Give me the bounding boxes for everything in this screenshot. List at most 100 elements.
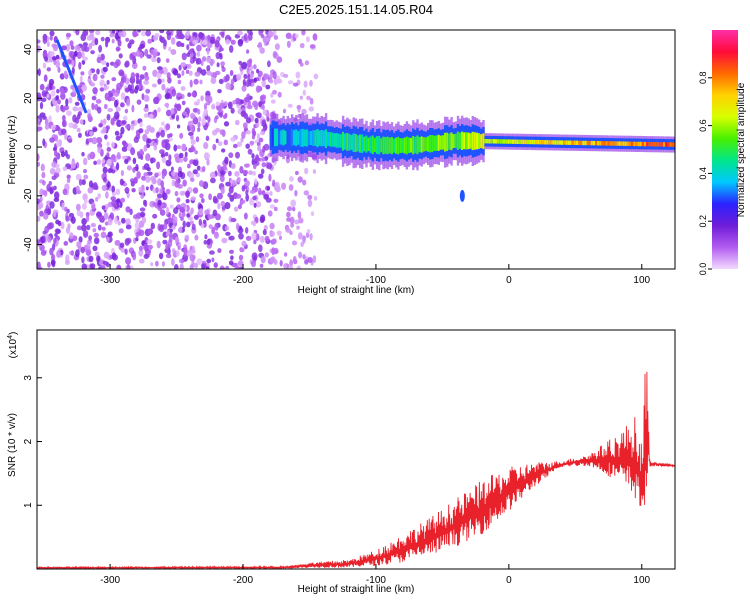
noise-cell [126, 165, 132, 171]
noise-cell [39, 188, 44, 196]
spectrogram-x-axis: -300 -200 -100 0 100 [100, 264, 651, 286]
signal-core [660, 142, 664, 147]
noise-cell [116, 162, 120, 171]
noise-cell [89, 32, 95, 38]
noise-cell [142, 65, 147, 71]
noise-cell [207, 214, 213, 220]
noise-cell [184, 151, 188, 158]
noise-cell [225, 39, 231, 45]
noise-cell [142, 133, 148, 142]
noise-cell [177, 170, 183, 178]
noise-cell [254, 102, 259, 111]
noise-cell [220, 200, 226, 207]
signal-core [316, 129, 319, 148]
noise-cell [82, 56, 88, 61]
noise-cell [90, 82, 96, 87]
noise-cell [241, 61, 248, 70]
noise-cell [245, 193, 249, 202]
noise-cell [76, 51, 82, 59]
signal-core [314, 130, 317, 146]
noise-cell [244, 212, 248, 220]
noise-cell [266, 162, 273, 170]
noise-cell [177, 245, 181, 250]
noise-cell [124, 142, 129, 148]
noise-cell [48, 115, 52, 122]
noise-cell [144, 199, 148, 208]
noise-cell [254, 178, 258, 185]
signal-core [605, 141, 608, 146]
y-tick-label: 20 [23, 92, 34, 104]
noise-cell [176, 41, 182, 47]
noise-cell [167, 77, 172, 84]
noise-cell [303, 80, 308, 88]
noise-cell [120, 102, 125, 108]
noise-cell [125, 224, 132, 230]
signal-core [529, 139, 532, 145]
noise-cell [114, 99, 118, 108]
noise-cell [192, 107, 199, 113]
noise-cell [272, 71, 277, 79]
noise-cell [253, 77, 257, 83]
noise-cell [114, 239, 121, 246]
signal-core [352, 133, 355, 152]
noise-cell [220, 170, 226, 175]
noise-cell [101, 162, 105, 167]
noise-cell [63, 241, 69, 246]
noise-cell [99, 87, 105, 92]
noise-cell [182, 220, 186, 229]
signal-core [578, 140, 581, 146]
noise-cell [95, 30, 101, 36]
colorbar-tick-label: 0.4 [698, 167, 708, 180]
noise-cell [235, 151, 240, 159]
noise-cell [228, 170, 232, 177]
noise-cell [216, 192, 223, 200]
noise-cell [120, 197, 126, 203]
noise-cell [102, 166, 108, 174]
signal-core [648, 141, 651, 147]
noise-cell [309, 44, 316, 49]
noise-cell [170, 49, 177, 55]
noise-cell [166, 206, 169, 215]
signal-core [303, 129, 306, 147]
noise-cell [292, 206, 296, 212]
noise-cell [139, 121, 143, 128]
blob [459, 189, 465, 202]
noise-cell [230, 217, 237, 223]
noise-cell [37, 153, 40, 162]
noise-cell [96, 159, 102, 165]
noise-cell [202, 39, 208, 46]
spectrogram-x-label: Height of straight line (km) [298, 285, 415, 296]
noise-cell [143, 80, 150, 85]
noise-cell [269, 191, 273, 196]
noise-cell [302, 254, 306, 260]
noise-cell [156, 193, 163, 199]
signal-core [607, 141, 611, 146]
signal-core [509, 139, 513, 144]
noise-cell [161, 173, 165, 180]
noise-cell [39, 112, 46, 118]
noise-cell [233, 206, 239, 212]
signal-core [456, 131, 460, 150]
noise-cell [259, 131, 266, 136]
noise-cell [64, 259, 70, 265]
noise-cell [196, 51, 201, 57]
noise-cell [174, 104, 180, 109]
noise-cell [185, 199, 190, 204]
snr-frame [36, 329, 676, 570]
noise-cell [106, 79, 110, 85]
noise-cell [212, 195, 218, 203]
noise-cell [97, 146, 102, 154]
noise-cell [104, 92, 110, 101]
noise-cell [37, 92, 42, 100]
noise-cell [106, 152, 110, 158]
noise-cell [263, 194, 269, 200]
noise-cell [204, 234, 208, 240]
noise-cell [109, 32, 115, 38]
noise-cell [281, 182, 287, 190]
noise-cell [190, 125, 195, 133]
noise-cell [177, 79, 182, 85]
noise-cell [251, 260, 256, 268]
noise-cell [149, 127, 155, 134]
noise-cell [265, 84, 271, 90]
noise-cell [62, 188, 68, 196]
